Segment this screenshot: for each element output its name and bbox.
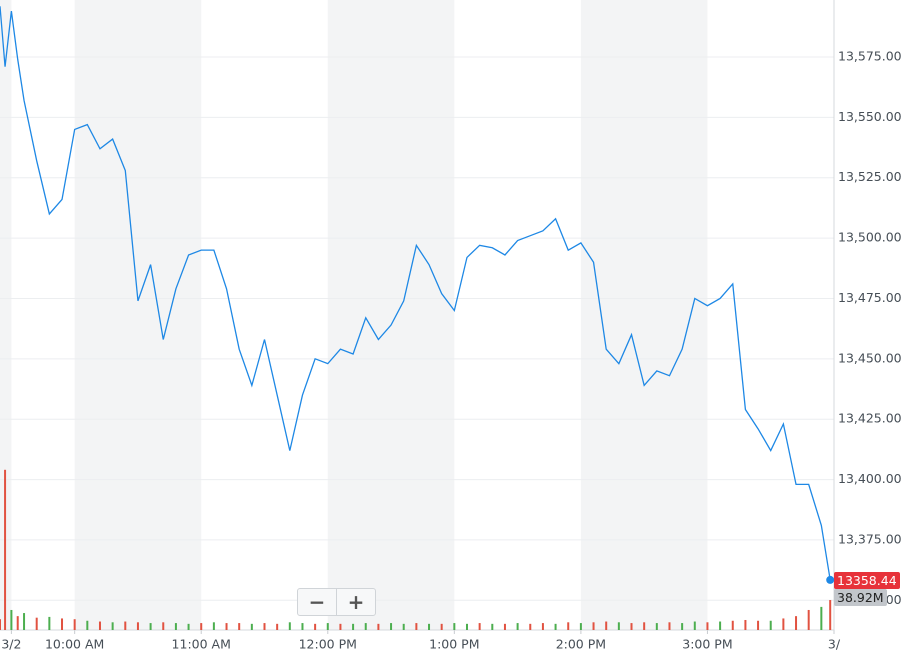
zoom-out-button[interactable]: − — [308, 590, 326, 614]
volume-bar — [23, 613, 26, 630]
volume-bar — [757, 620, 760, 630]
volume-bar — [744, 619, 747, 630]
x-tick-label: 2:00 PM — [556, 637, 606, 652]
volume-bar — [554, 623, 557, 630]
volume-bar — [174, 623, 177, 630]
volume-bar — [98, 621, 101, 630]
volume-bar — [0, 619, 1, 630]
x-tick-label: 10:00 AM — [45, 637, 104, 652]
volume-bar — [478, 623, 481, 630]
volume-bar — [769, 620, 772, 630]
volume-bar — [516, 623, 519, 630]
volume-bar — [829, 600, 832, 630]
shaded-band — [74, 0, 202, 630]
volume-bar — [339, 623, 342, 630]
x-tick-label: 1:00 PM — [429, 637, 479, 652]
volume-bar — [301, 623, 304, 630]
volume-bar — [4, 469, 7, 630]
x-tick-label: 3:00 PM — [682, 637, 732, 652]
volume-bar — [73, 619, 76, 630]
volume-bar — [440, 623, 443, 630]
x-tick-label: 12:00 PM — [299, 637, 357, 652]
y-tick-label: 13,375.00 — [838, 531, 902, 546]
volume-bar — [48, 616, 51, 630]
volume-bar — [136, 622, 139, 630]
volume-bar — [212, 622, 215, 630]
volume-bar — [326, 623, 329, 630]
last-point — [826, 575, 835, 584]
volume-bar — [35, 617, 38, 630]
y-tick-label: 13,575.00 — [838, 48, 902, 63]
y-tick-label: 13,525.00 — [838, 169, 902, 184]
volume-bar — [428, 623, 431, 630]
zoom-in-button[interactable]: + — [336, 589, 375, 615]
volume-bar — [820, 606, 823, 630]
volume-bar — [263, 623, 266, 630]
volume-bar — [276, 623, 279, 630]
last-price-label: 13358.44 — [834, 571, 900, 589]
volume-bar — [693, 621, 696, 630]
volume-bar — [187, 623, 190, 630]
y-tick-label: 13,450.00 — [838, 350, 902, 365]
volume-bar — [617, 622, 620, 630]
volume-bar — [288, 622, 291, 630]
volume-bar — [541, 623, 544, 630]
y-tick-label: 13,400.00 — [838, 471, 902, 486]
volume-bar — [111, 622, 114, 630]
volume-bar — [731, 620, 734, 630]
last-volume-label: 38.92M — [834, 589, 887, 606]
volume-bar — [807, 609, 810, 630]
volume-bar — [579, 623, 582, 630]
volume-bar — [782, 618, 785, 630]
volume-bar — [719, 621, 722, 630]
volume-bar — [529, 623, 532, 630]
volume-bar — [630, 623, 633, 630]
volume-bar — [592, 622, 595, 630]
volume-bar — [10, 609, 13, 630]
volume-bar — [149, 623, 152, 630]
y-tick-label: 13,475.00 — [838, 290, 902, 305]
volume-bar — [668, 622, 671, 630]
volume-bar — [390, 623, 393, 630]
volume-bar — [453, 623, 456, 630]
volume-bar — [605, 621, 608, 630]
shaded-band — [327, 0, 455, 630]
shaded-band — [580, 0, 708, 630]
volume-bar — [491, 623, 494, 630]
volume-bar — [402, 623, 405, 630]
x-tick-label: 3/2 — [1, 637, 21, 652]
volume-bar — [795, 616, 798, 630]
y-tick-label: 13,425.00 — [838, 411, 902, 426]
volume-bar — [86, 620, 89, 630]
volume-bar — [706, 622, 709, 630]
x-tick-label: 11:00 AM — [172, 637, 231, 652]
volume-bar — [567, 622, 570, 630]
volume-bar — [61, 618, 64, 630]
volume-bar — [200, 623, 203, 630]
volume-bar — [643, 622, 646, 630]
x-tick-label: 3/ — [828, 637, 841, 652]
volume-bar — [377, 623, 380, 630]
y-tick-label: 13,500.00 — [838, 230, 902, 245]
volume-bar — [225, 623, 228, 630]
y-tick-label: 13,550.00 — [838, 109, 902, 124]
volume-bar — [465, 623, 468, 630]
volume-bar — [16, 616, 19, 630]
volume-bar — [162, 622, 165, 630]
volume-bar — [314, 623, 317, 630]
volume-bar — [238, 623, 241, 630]
volume-bar — [415, 623, 418, 630]
volume-bar — [655, 623, 658, 630]
zoom-controls: − + — [297, 588, 376, 616]
volume-bar — [364, 623, 367, 630]
price-line — [0, 6, 831, 581]
volume-bar — [124, 621, 127, 630]
volume-bar — [681, 623, 684, 630]
volume-bar — [503, 623, 506, 630]
volume-bar — [250, 623, 253, 630]
volume-bar — [352, 623, 355, 630]
shaded-band — [0, 0, 12, 630]
